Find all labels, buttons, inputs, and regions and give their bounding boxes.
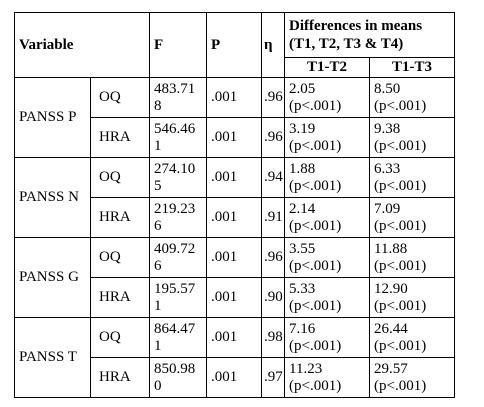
diff-t1-t3: 8.50 (p<.001) bbox=[369, 77, 455, 118]
table-body: PANSS P OQ 483.718.001.96 2.05 (p<.001) 8.50… bbox=[14, 77, 455, 398]
diff-t1-t3: 9.38 (p<.001) bbox=[369, 117, 455, 158]
eta-value: .90 bbox=[261, 277, 285, 318]
subgroup-label: HRA bbox=[90, 277, 150, 318]
p-value: .001 bbox=[206, 357, 262, 398]
table-row: PANSS P OQ 483.718.001.96 2.05 (p<.001) 8.50… bbox=[14, 77, 455, 158]
header-t1-t2: T1-T2 bbox=[284, 57, 370, 78]
diff-t1-t3: 29.57 (p<.001) bbox=[369, 357, 455, 398]
p-value: .001 bbox=[206, 117, 262, 158]
header-eta: η bbox=[261, 12, 285, 78]
table-row: PANSS G OQ 409.726.001.96 3.55 (p<.001) 11.8… bbox=[14, 237, 455, 318]
header-f: F bbox=[149, 12, 207, 78]
f-value: 850.980 bbox=[149, 357, 207, 398]
diff-t1-t2: 7.16 (p<.001) bbox=[284, 317, 370, 358]
header-row: Variable F P η Differences in means (T1,… bbox=[14, 12, 455, 78]
diff-t1-t3: 12.90 (p<.001) bbox=[369, 277, 455, 318]
group-name: PANSS T bbox=[14, 317, 91, 398]
diff-t1-t3: 6.33 (p<.001) bbox=[369, 157, 455, 198]
eta-value: .98 bbox=[261, 317, 285, 358]
subgroup-label: HRA bbox=[90, 117, 150, 158]
eta-value: .94 bbox=[261, 157, 285, 198]
f-value: 274.105 bbox=[149, 157, 207, 198]
p-value: .001 bbox=[206, 277, 262, 318]
header-variable: Variable bbox=[14, 12, 150, 78]
eta-value: .96 bbox=[261, 117, 285, 158]
diff-t1-t2: 3.55 (p<.001) bbox=[284, 237, 370, 278]
diff-t1-t2: 1.88 (p<.001) bbox=[284, 157, 370, 198]
diff-t1-t2: 11.23 (p<.001) bbox=[284, 357, 370, 398]
subgroup-label: HRA bbox=[90, 357, 150, 398]
diff-t1-t3: 26.44 (p<.001) bbox=[369, 317, 455, 358]
f-value: 864.471 bbox=[149, 317, 207, 358]
p-value: .001 bbox=[206, 237, 262, 278]
group-name: PANSS N bbox=[14, 157, 91, 238]
f-value: 219.236 bbox=[149, 197, 207, 238]
table-row: PANSS T OQ 864.471.001.98 7.16 (p<.001) 26.4… bbox=[14, 317, 455, 398]
p-value: .001 bbox=[206, 77, 262, 118]
subgroup-label: OQ bbox=[90, 77, 150, 118]
eta-value: .97 bbox=[261, 357, 285, 398]
diff-t1-t2: 5.33 (p<.001) bbox=[284, 277, 370, 318]
group-name: PANSS G bbox=[14, 237, 91, 318]
diff-t1-t2: 2.14 (p<.001) bbox=[284, 197, 370, 238]
table-row: HRA 850.980.001.97 11.23 (p<.001) 29.57 (p<… bbox=[15, 357, 455, 398]
table-row: HRA 195.571.001.90 5.33 (p<.001) 12.90 (p<.… bbox=[15, 277, 455, 318]
table-row: HRA 219.236.001.91 2.14 (p<.001) 7.09 (p<.0… bbox=[15, 197, 455, 238]
diff-t1-t3: 11.88 (p<.001) bbox=[369, 237, 455, 278]
diff-t1-t2: 3.19 (p<.001) bbox=[284, 117, 370, 158]
subgroup-label: HRA bbox=[90, 197, 150, 238]
group-name: PANSS P bbox=[14, 77, 91, 158]
f-value: 483.718 bbox=[149, 77, 207, 118]
header-t1-t3: T1-T3 bbox=[369, 57, 455, 78]
diff-t1-t3: 7.09 (p<.001) bbox=[369, 197, 455, 238]
table-row: PANSS N OQ 274.105.001.94 1.88 (p<.001) 6.33… bbox=[14, 157, 455, 238]
f-value: 195.571 bbox=[149, 277, 207, 318]
subgroup-label: OQ bbox=[90, 157, 150, 198]
eta-value: .96 bbox=[261, 77, 285, 118]
header-differences: Differences in means (T1, T2, T3 & T4) bbox=[284, 12, 455, 58]
p-value: .001 bbox=[206, 157, 262, 198]
p-value: .001 bbox=[206, 197, 262, 238]
f-value: 546.461 bbox=[149, 117, 207, 158]
header-p: P bbox=[206, 12, 262, 78]
subgroup-label: OQ bbox=[90, 237, 150, 278]
table-row: HRA 546.461.001.96 3.19 (p<.001) 9.38 (p<.0… bbox=[15, 117, 455, 158]
diff-t1-t2: 2.05 (p<.001) bbox=[284, 77, 370, 118]
subgroup-label: OQ bbox=[90, 317, 150, 358]
f-value: 409.726 bbox=[149, 237, 207, 278]
eta-value: .96 bbox=[261, 237, 285, 278]
results-table: Variable F P η Differences in means (T1,… bbox=[14, 12, 455, 398]
p-value: .001 bbox=[206, 317, 262, 358]
eta-value: .91 bbox=[261, 197, 285, 238]
